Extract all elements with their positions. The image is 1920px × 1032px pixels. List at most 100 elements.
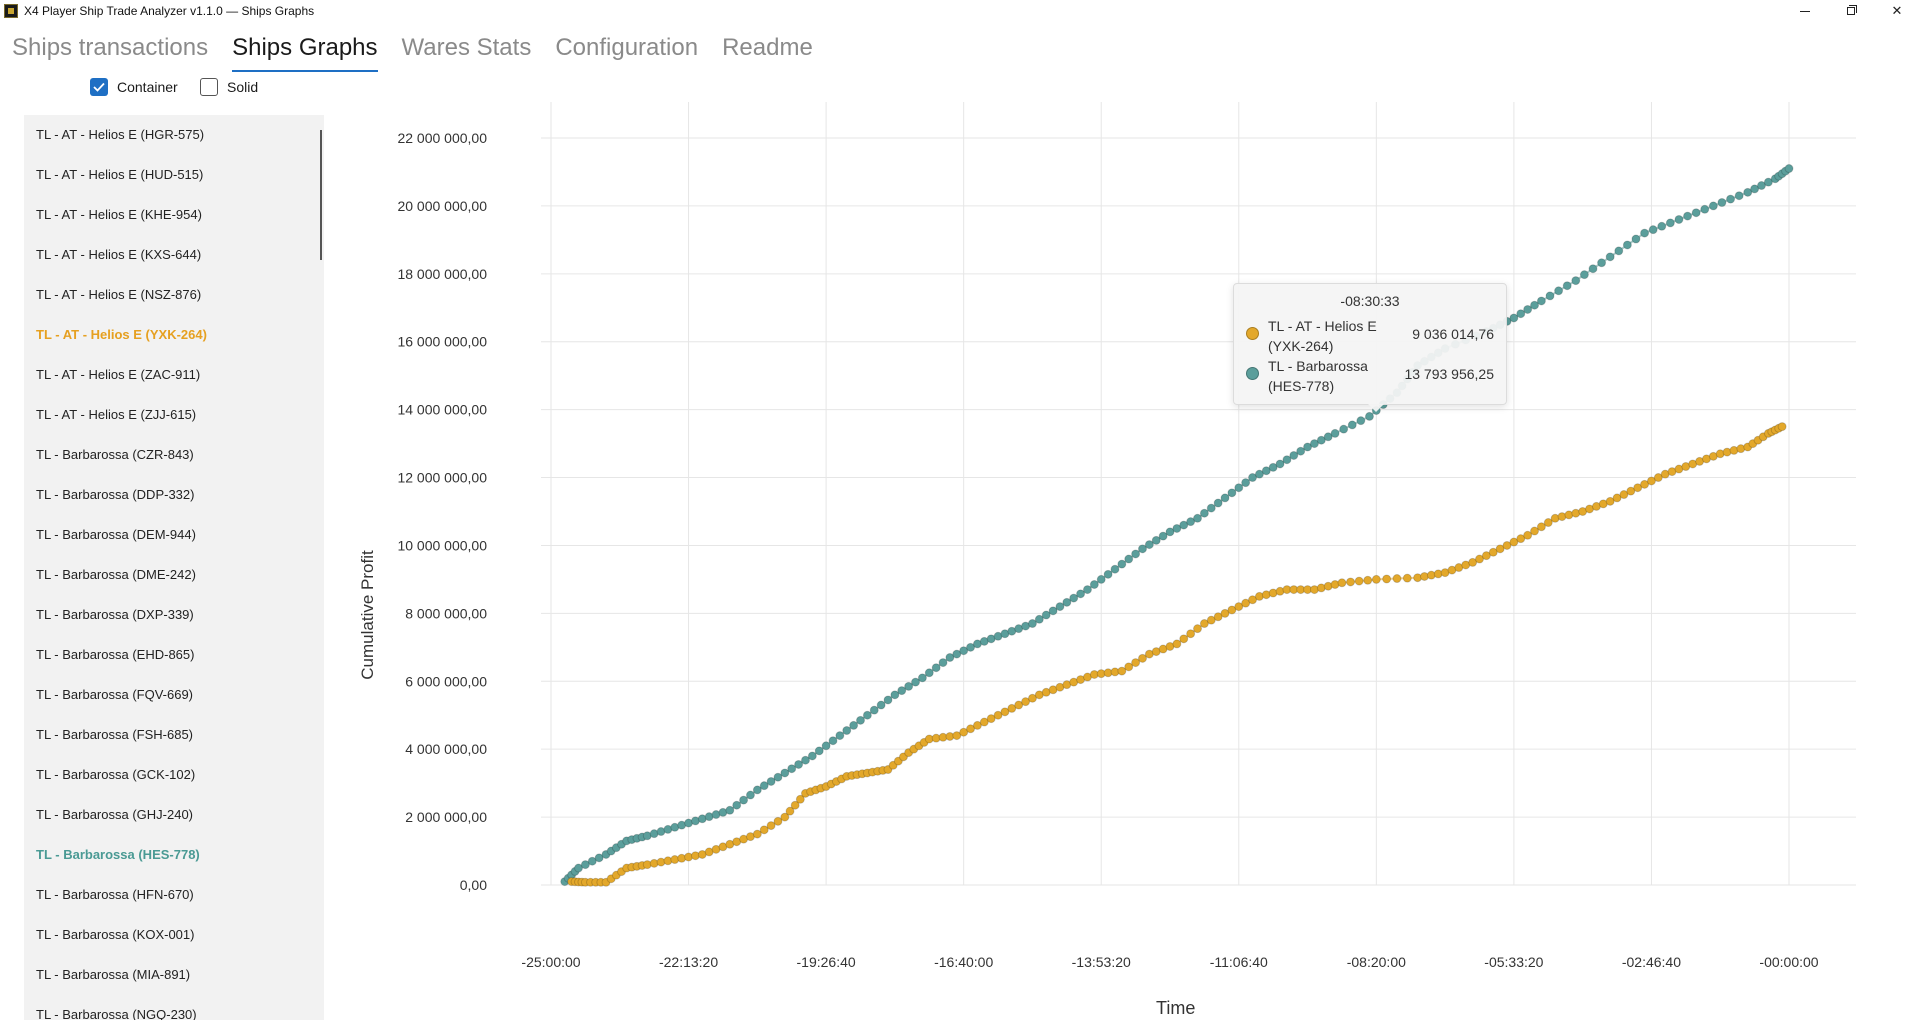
ship-list[interactable]: TL - AT - Helios E (HGR-575) TL - AT - He… <box>24 115 324 1020</box>
close-button[interactable]: ✕ <box>1874 0 1920 22</box>
ship-list-item[interactable]: TL - AT - Helios E (HUD-515) <box>36 167 204 182</box>
data-point <box>1261 466 1271 476</box>
x-tick-label: -13:53:20 <box>1072 954 1131 970</box>
ship-list-item[interactable]: TL - AT - Helios E (NSZ-876) <box>36 287 202 302</box>
data-point <box>732 800 742 810</box>
data-point <box>574 863 584 873</box>
container-checkbox[interactable]: Container <box>90 78 178 96</box>
data-point <box>1750 184 1760 194</box>
data-point <box>1186 629 1196 639</box>
ship-list-item[interactable]: TL - AT - Helios E (KHE-954) <box>36 207 202 222</box>
tab-ships-graphs[interactable]: Ships Graphs <box>232 34 378 72</box>
ship-list-item[interactable]: TL - Barbarossa (DDP-332) <box>36 487 195 502</box>
data-point <box>856 715 865 725</box>
data-point <box>883 695 893 705</box>
data-point <box>876 700 886 710</box>
data-point <box>1282 455 1292 465</box>
y-tick-label: 22 000 000,00 <box>397 130 487 146</box>
data-point <box>1000 707 1010 717</box>
ship-list-item[interactable]: TL - AT - Helios E (KXS-644) <box>36 247 202 262</box>
ship-list-item[interactable]: TL - Barbarossa (DME-242) <box>36 567 196 582</box>
app-logo-icon <box>4 4 18 18</box>
ship-list-item[interactable]: TL - AT - Helios E (YXK-264) <box>36 327 207 342</box>
data-point <box>1612 493 1622 503</box>
data-point <box>1530 526 1540 536</box>
x-tick-label: -08:20:00 <box>1347 954 1406 970</box>
data-point <box>952 649 962 659</box>
list-scrollbar[interactable] <box>320 130 322 260</box>
minimize-button[interactable] <box>1782 0 1828 22</box>
data-point <box>1763 177 1773 187</box>
data-point <box>1330 428 1340 438</box>
data-point <box>1648 225 1658 235</box>
data-point <box>1117 666 1127 676</box>
ship-list-item[interactable]: TL - Barbarossa (GHJ-240) <box>36 807 194 822</box>
data-point <box>1309 439 1319 449</box>
y-tick-label: 18 000 000,00 <box>397 266 487 282</box>
ship-list-item[interactable]: TL - Barbarossa (CZR-843) <box>36 447 194 462</box>
data-point <box>1346 577 1356 587</box>
data-point <box>1206 503 1216 513</box>
data-point <box>1213 498 1223 508</box>
data-point <box>1354 576 1364 586</box>
y-tick-label: 2 000 000,00 <box>405 809 487 825</box>
y-tick-label: 8 000 000,00 <box>405 605 487 621</box>
data-point <box>1683 211 1693 221</box>
series-dot-icon <box>1246 327 1259 340</box>
x-axis-title: Time <box>1156 998 1196 1018</box>
tab-configuration[interactable]: Configuration <box>555 34 699 61</box>
data-point <box>993 710 1003 720</box>
ship-list-item[interactable]: TL - Barbarossa (NGQ-230) <box>36 1007 197 1020</box>
y-tick-label: 4 000 000,00 <box>405 741 487 757</box>
tab-wares-stats[interactable]: Wares Stats <box>401 34 532 61</box>
data-point <box>800 755 810 765</box>
data-point <box>1633 483 1643 493</box>
ship-list-item[interactable]: TL - AT - Helios E (HGR-575) <box>36 127 205 142</box>
data-point <box>1619 490 1629 500</box>
data-point <box>780 812 790 822</box>
series-line <box>571 425 1783 884</box>
data-point <box>1172 523 1182 533</box>
data-point <box>807 751 817 761</box>
ship-list-item[interactable]: TL - AT - Helios E (ZAC-911) <box>36 367 201 382</box>
ship-list-item[interactable]: TL - Barbarossa (DXP-339) <box>36 607 194 622</box>
tooltip-series-name: TL - AT - Helios E (YXK-264) <box>1268 318 1377 354</box>
ship-list-item[interactable]: TL - Barbarossa (FQV-669) <box>36 687 194 702</box>
data-point <box>1206 615 1216 625</box>
y-tick-label: 20 000 000,00 <box>397 198 487 214</box>
data-point <box>1530 300 1540 310</box>
data-point <box>1248 473 1258 483</box>
ship-list-item[interactable]: TL - Barbarossa (FSH-685) <box>36 727 194 742</box>
data-point <box>587 856 597 866</box>
ship-list-item[interactable]: TL - Barbarossa (HES-778) <box>36 847 200 862</box>
data-point <box>1076 589 1086 599</box>
chart-canvas: -25:00:00 -22:13:20 -19:26:40 -16:40:00 -13:… <box>397 102 1856 970</box>
maximize-button[interactable] <box>1828 0 1874 22</box>
data-point <box>911 677 921 687</box>
tab-readme[interactable]: Readme <box>722 34 813 61</box>
data-point <box>1622 240 1632 250</box>
data-point <box>862 710 872 720</box>
ship-list-item[interactable]: TL - Barbarossa (KOX-001) <box>36 927 195 942</box>
ship-list-item[interactable]: TL - AT - Helios E (ZJJ-615) <box>36 407 197 422</box>
data-point <box>787 764 797 774</box>
data-point <box>1495 544 1505 554</box>
data-point <box>1777 422 1787 432</box>
data-point <box>1363 575 1373 585</box>
data-point <box>1241 478 1251 488</box>
data-point <box>890 690 900 700</box>
ship-list-item[interactable]: TL - Barbarossa (HFN-670) <box>36 887 194 902</box>
ship-list-item[interactable]: TL - Barbarossa (GCK-102) <box>36 767 196 782</box>
ship-list-item[interactable]: TL - Barbarossa (MIA-891) <box>36 967 191 982</box>
data-point <box>1186 517 1196 527</box>
solid-label: Solid <box>227 79 259 95</box>
solid-checkbox[interactable]: Solid <box>200 78 258 96</box>
tab-ships-transactions[interactable]: Ships transactions <box>12 34 209 61</box>
data-point <box>780 768 790 778</box>
data-point <box>1571 276 1581 286</box>
data-point <box>1691 208 1701 218</box>
ship-list-item[interactable]: TL - Barbarossa (DEM-944) <box>36 527 196 542</box>
data-point <box>1597 258 1607 268</box>
ship-list-item[interactable]: TL - Barbarossa (EHD-865) <box>36 647 195 662</box>
data-point <box>1371 574 1381 584</box>
